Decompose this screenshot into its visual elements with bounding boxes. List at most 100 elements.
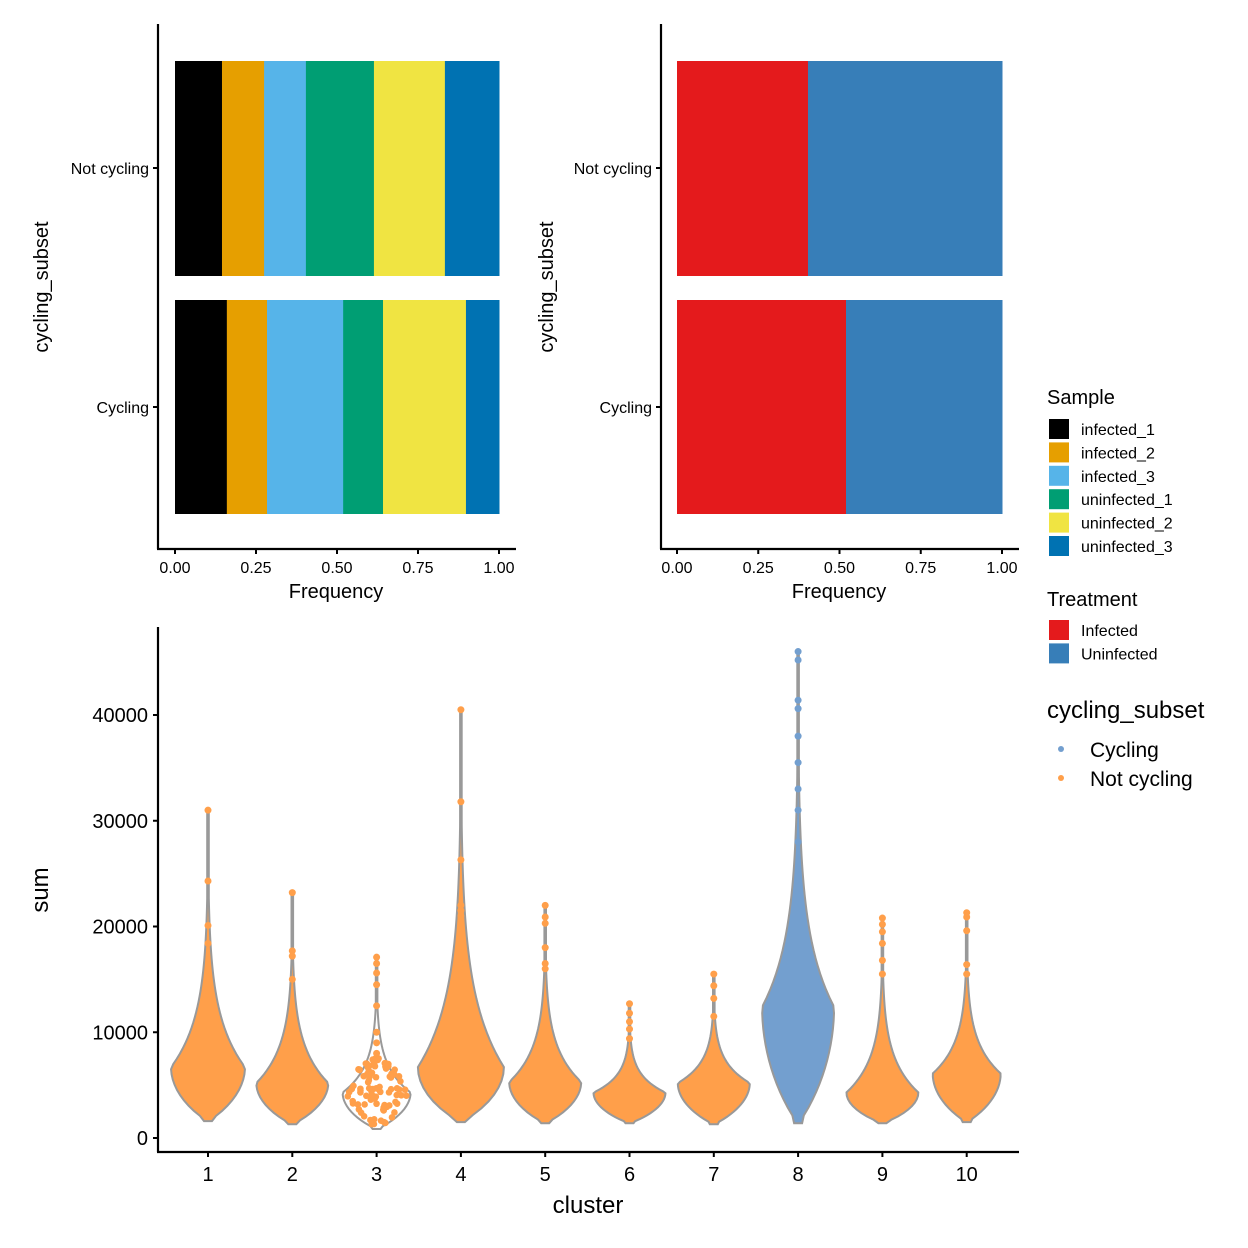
x-tick-label: 1: [202, 1164, 213, 1186]
y-axis-title: cycling_subset: [31, 221, 53, 353]
data-point: [388, 1070, 395, 1078]
outlier-point: [878, 956, 886, 964]
data-point: [398, 1091, 405, 1099]
data-point: [403, 1092, 410, 1099]
data-point: [365, 1067, 373, 1075]
legend-swatch: [1049, 536, 1069, 556]
legend-dot: [1058, 775, 1064, 781]
treatment-bar-panel: 0.00 0.25 0.50 0.75 1.00 Not cyclingCycling …: [536, 24, 1019, 603]
data-point: [345, 1088, 353, 1096]
outlier-point: [626, 1018, 633, 1026]
outlier-point: [626, 1009, 633, 1017]
violin-cluster-7: [676, 970, 751, 1126]
y-tick-label: Cycling: [97, 400, 149, 417]
legend-title: Treatment: [1047, 589, 1138, 611]
outlier-point: [457, 706, 465, 714]
outlier-point: [288, 947, 296, 955]
legend-swatch: [1049, 465, 1069, 486]
legend-label: Uninfected: [1081, 646, 1158, 663]
y-tick-label: Not cycling: [71, 161, 149, 178]
legend-swatch: [1049, 442, 1069, 463]
data-point: [354, 1101, 362, 1108]
x-tick-label: 0.75: [402, 560, 433, 577]
data-point: [349, 1097, 356, 1105]
outlier-point: [373, 953, 381, 961]
outlier-point: [457, 912, 465, 920]
outlier-point: [288, 975, 296, 983]
outlier-point: [710, 982, 718, 990]
violin-body: [255, 891, 330, 1126]
x-tick-label: 0.00: [159, 560, 190, 577]
violin-cluster-10: [931, 909, 1002, 1124]
legend-label: Infected: [1081, 623, 1138, 640]
outlier-point: [541, 913, 549, 921]
outlier-point: [373, 981, 381, 989]
y-tick-label: Cycling: [600, 400, 652, 417]
bar-segment-uninfected_3: [465, 300, 500, 514]
legend-dot: [1058, 746, 1064, 752]
y-tick-label: 40000: [92, 705, 148, 727]
outlier-point: [626, 1025, 633, 1033]
outlier-point: [457, 856, 465, 864]
legend-swatch: [1049, 419, 1069, 439]
data-point: [357, 1087, 364, 1094]
legend-label: Cycling: [1090, 739, 1159, 762]
outlier-point: [541, 901, 549, 909]
violin-body: [931, 911, 1002, 1124]
violin-body: [845, 917, 920, 1125]
x-tick-label: 5: [540, 1164, 551, 1186]
violin-cluster-5: [508, 901, 583, 1125]
data-point: [388, 1114, 396, 1121]
x-tick-label: 1.00: [483, 560, 514, 577]
data-point: [357, 1109, 365, 1116]
x-tick-label: 7: [708, 1164, 719, 1186]
bar-segment-infected_1: [175, 61, 223, 276]
outlier-point: [541, 960, 549, 968]
outlier-point: [794, 806, 802, 814]
outlier-point: [373, 969, 381, 977]
bar-segment-infected_2: [221, 61, 265, 276]
legend-title: Sample: [1047, 387, 1115, 409]
legend-item-uninfected_2: uninfected_2: [1049, 512, 1173, 533]
outlier-point: [963, 909, 971, 917]
data-point: [368, 1091, 376, 1098]
violin-cluster-2: [255, 889, 330, 1126]
data-point: [355, 1065, 362, 1073]
legend-item-uninfected_1: uninfected_1: [1049, 489, 1173, 510]
legend-label: infected_2: [1081, 445, 1155, 462]
bar-segment-uninfected_1: [343, 300, 384, 514]
bar-segment-uninfected_3: [444, 61, 500, 276]
x-ticks: 0.00 0.25 0.50 0.75 1.00: [661, 549, 1018, 577]
outlier-point: [204, 877, 212, 885]
violin-cluster-6: [592, 1000, 667, 1125]
outlier-point: [710, 1012, 718, 1020]
violin-cluster-9: [845, 914, 920, 1125]
y-axis-title: sum: [27, 867, 54, 912]
legend-swatch: [1049, 643, 1069, 664]
outlier-point: [288, 952, 296, 960]
bar-group-cycling: [677, 300, 1003, 514]
y-tick-label: 10000: [92, 1022, 148, 1044]
bar-segment-infected_3: [264, 61, 307, 276]
outlier-point: [373, 1049, 381, 1057]
violin-cluster-4: [416, 706, 505, 1124]
x-ticks: 1 2 3 4 5 6 7 8 9 10: [202, 1152, 978, 1186]
data-point: [363, 1060, 371, 1067]
bar-segment-infected_1: [175, 300, 228, 514]
outlier-point: [288, 889, 296, 897]
x-axis-title: Frequency: [792, 581, 887, 603]
legend-item-cycling: Cycling: [1058, 739, 1159, 762]
outlier-point: [457, 949, 465, 957]
y-ticks: Not cycling Cycling: [71, 161, 158, 417]
legend-label: uninfected_2: [1081, 516, 1173, 533]
legend-swatch: [1049, 620, 1069, 640]
violin-body: [761, 650, 836, 1125]
y-tick-label: 30000: [92, 811, 148, 833]
legend-label: uninfected_1: [1081, 492, 1173, 509]
legend-item-infected_1: infected_1: [1049, 419, 1155, 439]
data-point: [377, 1117, 385, 1124]
outlier-point: [794, 759, 802, 767]
legend-title: cycling_subset: [1047, 697, 1205, 724]
x-tick-label: 0.50: [824, 560, 855, 577]
